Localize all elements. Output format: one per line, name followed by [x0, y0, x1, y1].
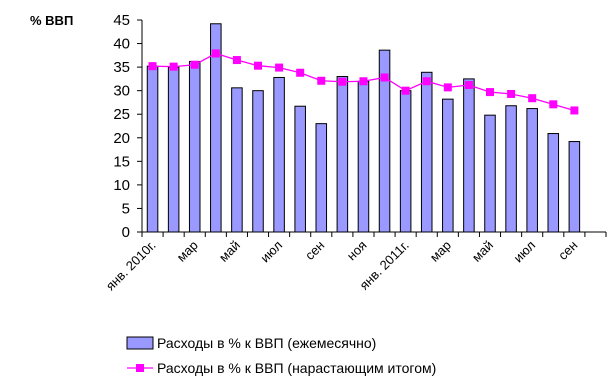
x-tick-label: ноя: [344, 238, 370, 264]
y-tick-label: 25: [113, 106, 130, 123]
y-tick-label: 40: [113, 36, 130, 53]
monthly-bar: [337, 77, 348, 232]
unit-label: % ВВП: [30, 13, 73, 28]
cumulative-marker: [296, 69, 304, 77]
cumulative-marker: [549, 100, 557, 108]
cumulative-marker: [486, 88, 494, 96]
monthly-bar: [295, 106, 306, 232]
cumulative-marker: [359, 77, 367, 85]
monthly-bar: [189, 61, 200, 232]
monthly-bar: [232, 88, 243, 232]
cumulative-marker: [170, 63, 178, 71]
cumulative-marker: [570, 106, 578, 114]
monthly-bar: [168, 67, 179, 232]
cumulative-marker: [317, 77, 325, 85]
y-tick-label: 20: [113, 130, 130, 147]
x-tick-label: янв. 2010г.: [103, 238, 159, 294]
cumulative-marker: [423, 77, 431, 85]
x-tick-label: июл: [257, 238, 285, 266]
x-tick-label: июл: [511, 238, 539, 266]
monthly-bar: [527, 109, 538, 232]
x-tick-label: май: [216, 238, 243, 265]
legend: Расходы в % к ВВП (ежемесячно) Расходы в…: [127, 335, 436, 376]
cumulative-marker: [402, 87, 410, 95]
cumulative-marker: [233, 56, 241, 64]
cumulative-marker: [149, 62, 157, 70]
x-tick-label: сен: [302, 238, 327, 263]
monthly-bar: [147, 66, 158, 232]
cumulative-marker: [254, 62, 262, 70]
x-tick-label: сен: [555, 238, 580, 263]
monthly-bar: [485, 115, 496, 232]
monthly-bar: [506, 106, 517, 232]
legend-line-marker: [136, 364, 144, 372]
y-axis: 0 5 10 15 20 25 30 35 40 45: [113, 12, 142, 241]
y-tick-label: 10: [113, 177, 130, 194]
monthly-bar: [400, 91, 411, 232]
monthly-bar: [253, 91, 264, 232]
monthly-bar: [464, 79, 475, 232]
cumulative-marker: [528, 94, 536, 102]
y-tick-label: 30: [113, 83, 130, 100]
monthly-bar: [274, 77, 285, 232]
y-tick-label: 35: [113, 59, 130, 76]
cumulative-marker: [381, 73, 389, 81]
cumulative-marker: [444, 83, 452, 91]
y-tick-label: 45: [113, 12, 130, 29]
monthly-bar: [443, 99, 454, 232]
x-tick-label: мар: [174, 238, 201, 265]
y-tick-label: 0: [122, 224, 130, 241]
legend-bar-label: Расходы в % к ВВП (ежемесячно): [157, 335, 376, 351]
legend-line-label: Расходы в % к ВВП (нарастающим итогом): [157, 360, 436, 376]
cumulative-marker: [465, 81, 473, 89]
y-tick-label: 5: [122, 200, 130, 217]
cumulative-marker: [507, 90, 515, 98]
cumulative-marker: [275, 64, 283, 72]
monthly-bar: [569, 142, 580, 232]
cumulative-marker: [191, 61, 199, 69]
y-tick-label: 15: [113, 153, 130, 170]
cumulative-marker: [338, 78, 346, 86]
monthly-bar: [548, 134, 559, 232]
monthly-bar: [421, 72, 432, 232]
monthly-bar: [316, 124, 327, 232]
legend-bar-swatch: [127, 337, 153, 349]
cumulative-marker: [212, 49, 220, 57]
x-tick-label: май: [469, 238, 496, 265]
monthly-bar: [358, 81, 369, 232]
x-tick-label: мар: [427, 238, 454, 265]
